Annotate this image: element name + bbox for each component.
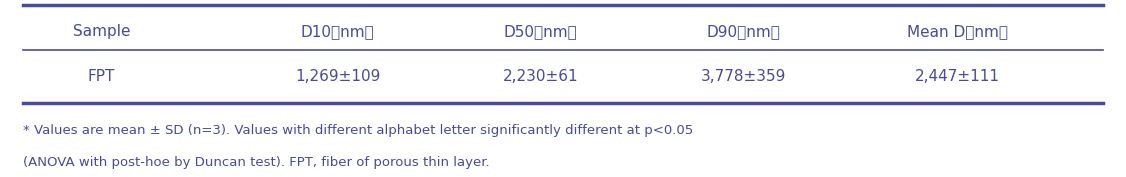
Text: * Values are mean ± SD (n=3). Values with different alphabet letter significantl: * Values are mean ± SD (n=3). Values wit… [23, 124, 692, 138]
Text: 3,778±359: 3,778±359 [700, 70, 786, 84]
Text: 2,447±111: 2,447±111 [914, 70, 1000, 84]
Text: 2,230±61: 2,230±61 [502, 70, 579, 84]
Text: Sample: Sample [72, 24, 131, 39]
Text: Mean D（nm）: Mean D（nm） [906, 24, 1008, 39]
Text: D10（nm）: D10（nm） [301, 24, 375, 39]
Text: (ANOVA with post-hoe by Duncan test). FPT, fiber of porous thin layer.: (ANOVA with post-hoe by Duncan test). FP… [23, 156, 489, 169]
Text: FPT: FPT [88, 70, 115, 84]
Text: 1,269±109: 1,269±109 [295, 70, 381, 84]
Text: D90（nm）: D90（nm） [706, 24, 780, 39]
Text: D50（nm）: D50（nm） [503, 24, 578, 39]
